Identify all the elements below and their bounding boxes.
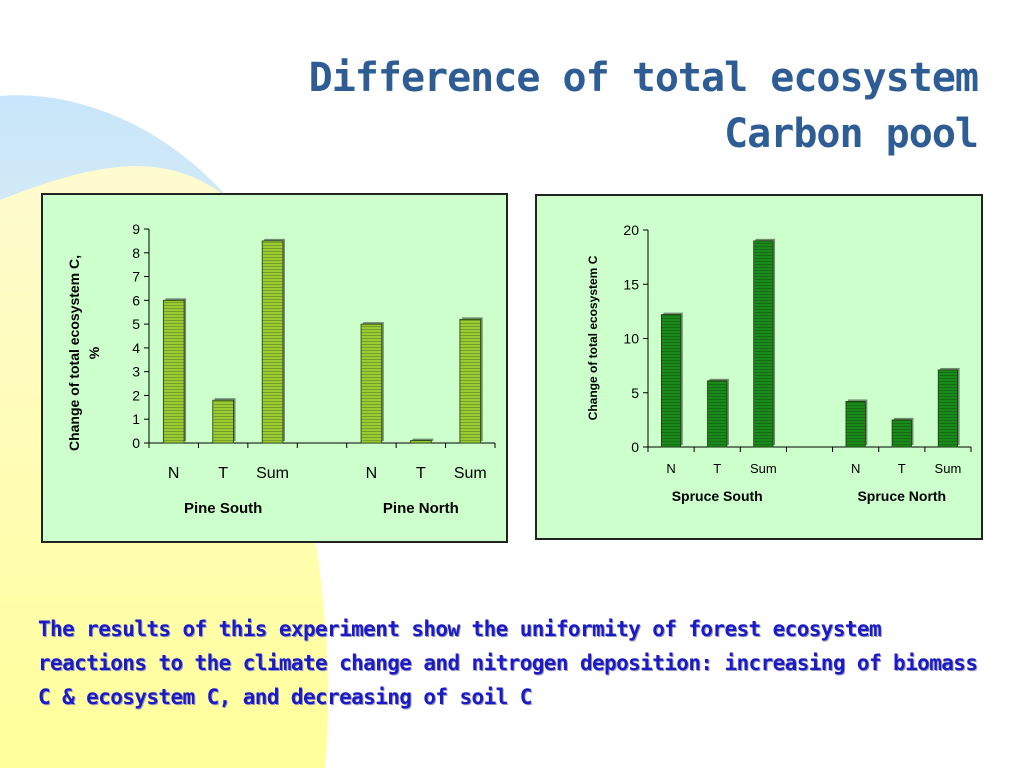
spruce-category-label: T bbox=[713, 461, 721, 476]
spruce-bar bbox=[660, 314, 682, 448]
spruce-y-tick-label: 20 bbox=[623, 222, 639, 238]
spruce-category-label: N bbox=[851, 461, 860, 476]
pine-category-label: Sum bbox=[256, 465, 289, 482]
spruce-chart-panel: 0 5 10 15 20 N T Sum Spruce South N T Sum Spruce Nor… bbox=[535, 194, 983, 540]
title-line-2: Carbon pool bbox=[724, 111, 979, 157]
pine-category-label: N bbox=[168, 465, 180, 482]
pine-bar-shadow bbox=[412, 438, 434, 441]
pine-category-label: T bbox=[416, 465, 426, 482]
pine-category-label: T bbox=[218, 465, 228, 482]
spruce-group-label: Spruce South bbox=[672, 488, 763, 504]
pine-y-tick-label: 9 bbox=[132, 221, 140, 237]
pine-y-tick-label: 6 bbox=[132, 292, 140, 308]
page-title: Difference of total ecosystem Carbon poo… bbox=[218, 50, 979, 162]
pine-y-tick-label: 5 bbox=[132, 316, 140, 332]
spruce-category-label: Sum bbox=[750, 461, 777, 476]
pine-y-axis-label: Change of total ecosystem C,% bbox=[66, 255, 102, 451]
pine-category-label: Sum bbox=[454, 465, 487, 482]
pine-y-tick-label: 1 bbox=[132, 411, 140, 427]
spruce-y-tick-label: 10 bbox=[623, 331, 639, 347]
title-line-1: Difference of total ecosystem bbox=[308, 55, 979, 101]
spruce-group-label: Spruce North bbox=[857, 488, 946, 504]
spruce-y-tick-label: 15 bbox=[623, 276, 639, 292]
pine-group-label: Pine South bbox=[184, 500, 262, 517]
pine-bar bbox=[360, 323, 383, 444]
pine-bar-chart: 0 1 2 3 4 5 6 7 8 9 N T Sum Pine South N T Sum Pine North… bbox=[66, 221, 496, 517]
summary-text: The results of this experiment show the … bbox=[38, 617, 978, 709]
pine-chart-panel: 0 1 2 3 4 5 6 7 8 9 N T Sum Pine South N T Sum Pine North… bbox=[41, 193, 508, 543]
spruce-bar bbox=[707, 380, 728, 448]
pine-y-tick-label: 0 bbox=[132, 435, 140, 451]
spruce-y-tick-label: 5 bbox=[631, 385, 639, 401]
spruce-category-label: N bbox=[666, 461, 675, 476]
pine-y-tick-label: 7 bbox=[132, 269, 140, 285]
spruce-bar bbox=[753, 240, 774, 448]
pine-bar bbox=[459, 318, 482, 444]
pine-y-tick-label: 3 bbox=[132, 364, 140, 380]
pine-bar bbox=[162, 299, 185, 444]
pine-bar bbox=[410, 440, 432, 444]
spruce-category-label: Sum bbox=[935, 461, 962, 476]
pine-category-label: N bbox=[366, 465, 378, 482]
pine-bar bbox=[261, 240, 284, 444]
pine-bar bbox=[212, 399, 234, 444]
pine-y-tick-label: 2 bbox=[132, 387, 140, 403]
pine-group-label: Pine North bbox=[383, 500, 459, 517]
spruce-bar bbox=[845, 401, 866, 448]
spruce-bar bbox=[937, 369, 959, 448]
spruce-bar-chart: 0 5 10 15 20 N T Sum Spruce South N T Sum Spruce Nor… bbox=[586, 222, 972, 504]
spruce-y-axis-label: Change of total ecosystem C bbox=[586, 255, 600, 420]
spruce-y-tick-label: 0 bbox=[631, 439, 639, 455]
spruce-bar bbox=[891, 419, 912, 448]
pine-y-tick-label: 4 bbox=[132, 340, 140, 356]
pine-y-tick-label: 8 bbox=[132, 245, 140, 261]
spruce-category-label: T bbox=[898, 461, 906, 476]
